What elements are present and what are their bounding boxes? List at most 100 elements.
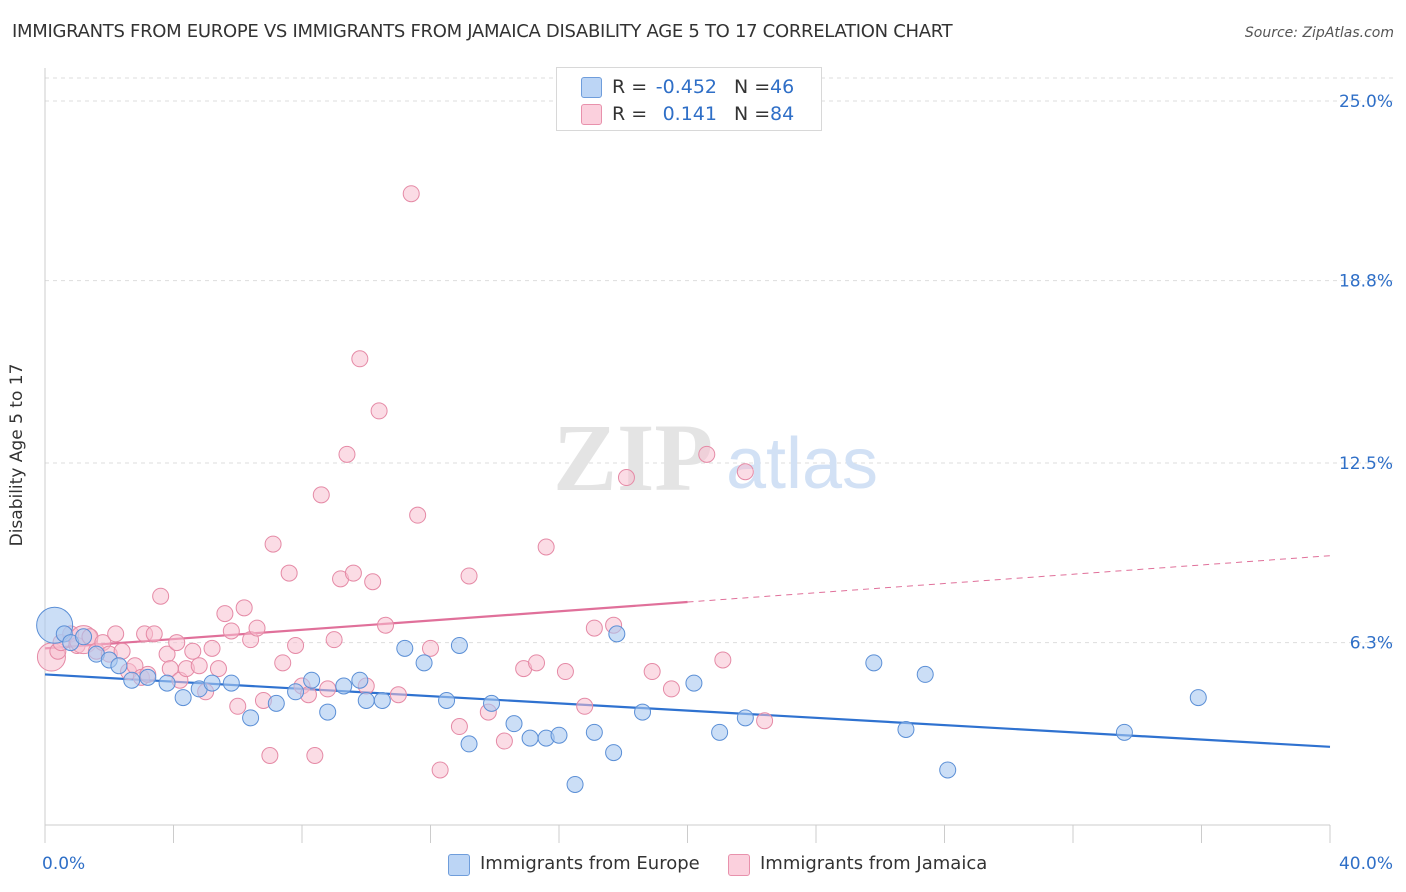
r-value: -0.452: [655, 76, 717, 98]
point-europe: [483, 694, 501, 712]
x-tick-label: 0.0%: [42, 854, 85, 874]
point-europe: [1189, 689, 1207, 707]
point-europe: [634, 703, 652, 721]
point-europe: [242, 709, 260, 727]
chart-title: IMMIGRANTS FROM EUROPE VS IMMIGRANTS FRO…: [12, 21, 953, 42]
point-europe: [335, 677, 353, 695]
point-jamaica: [344, 564, 362, 582]
n-label: N =: [734, 103, 771, 125]
point-jamaica: [190, 657, 208, 675]
point-europe: [566, 775, 584, 793]
point-jamaica: [576, 697, 594, 715]
point-jamaica: [152, 587, 170, 605]
point-europe: [939, 761, 957, 779]
point-jamaica: [229, 697, 247, 715]
point-jamaica: [495, 732, 513, 750]
n-value: 46: [770, 76, 795, 98]
point-jamaica: [145, 625, 163, 643]
point-europe: [505, 715, 523, 733]
point-europe: [608, 625, 626, 643]
point-jamaica: [248, 619, 266, 637]
trend-line-europe: [44, 673, 1331, 748]
point-europe: [916, 665, 934, 683]
point-jamaica: [422, 639, 439, 657]
point-jamaica: [264, 535, 282, 553]
point-jamaica: [698, 445, 716, 463]
point-europe: [287, 683, 305, 701]
point-jamaica: [216, 605, 234, 623]
point-europe: [139, 668, 157, 686]
point-jamaica: [528, 654, 546, 672]
point-jamaica: [662, 680, 680, 698]
trend-europe: [44, 673, 1331, 748]
axes: [44, 68, 1331, 843]
point-jamaica: [402, 185, 420, 203]
point-europe: [450, 636, 468, 654]
y-tick-label: 6.3%: [1350, 634, 1393, 654]
point-jamaica: [537, 538, 555, 556]
x-tick-labels: 0.0% 40.0%: [42, 854, 1393, 874]
point-jamaica: [222, 622, 240, 640]
point-jamaica: [643, 663, 661, 681]
point-jamaica: [235, 599, 253, 617]
point-europe: [865, 654, 883, 672]
point-jamaica: [168, 634, 186, 652]
point-europe: [438, 691, 456, 709]
point-jamaica: [325, 631, 343, 649]
point-europe: [897, 720, 915, 738]
y-tick-label: 25.0%: [1339, 92, 1393, 112]
y-axis-label: Disability Age 5 to 17: [7, 363, 27, 547]
point-europe: [396, 639, 414, 657]
trend-jamaica-dashed: [687, 555, 1331, 603]
n-label: N =: [734, 76, 771, 98]
legend-label: Immigrants from Jamaica: [760, 853, 988, 874]
point-europe: [351, 671, 369, 689]
point-europe: [174, 689, 192, 707]
point-jamaica: [364, 573, 382, 591]
watermark-atlas: atlas: [726, 424, 878, 504]
point-jamaica: [377, 616, 395, 634]
point-jamaica: [756, 712, 774, 730]
point-europe: [267, 694, 285, 712]
point-europe: [158, 674, 176, 692]
point-jamaica: [450, 718, 468, 736]
point-europe: [110, 657, 128, 675]
point-jamaica: [370, 402, 388, 420]
n-value: 84: [770, 103, 795, 125]
jamaica-swatch: [581, 104, 602, 125]
point-europe: [203, 674, 221, 692]
point-europe: [521, 729, 539, 747]
point-europe: [319, 703, 337, 721]
correlation-legend: R = -0.452 N = 46 R = 0.141 N = 84: [556, 67, 822, 131]
point-jamaica: [209, 660, 227, 678]
point-jamaica: [389, 686, 407, 704]
point-jamaica: [338, 445, 356, 463]
point-jamaica: [319, 680, 337, 698]
point-jamaica: [287, 636, 305, 654]
grid-lines: [45, 77, 1393, 644]
r-value: 0.141: [662, 103, 717, 125]
point-europe: [357, 691, 375, 709]
point-jamaica: [585, 619, 603, 637]
watermark: ZIP atlas: [553, 404, 878, 511]
point-europe: [711, 723, 729, 741]
point-europe: [550, 726, 568, 744]
point-jamaica: [736, 463, 754, 481]
point-jamaica: [274, 654, 292, 672]
point-europe: [373, 691, 391, 709]
point-europe: [303, 671, 321, 689]
point-jamaica: [261, 747, 279, 765]
point-europe: [123, 671, 141, 689]
r-label: R =: [612, 103, 648, 125]
point-jamaica: [617, 469, 635, 487]
europe-swatch: [448, 854, 470, 876]
point-europe: [222, 674, 240, 692]
x-tick-label: 40.0%: [1339, 854, 1393, 874]
point-europe: [75, 628, 93, 646]
europe-swatch: [581, 77, 602, 98]
point-jamaica: [409, 506, 427, 524]
point-europe: [415, 654, 433, 672]
point-europe: [460, 735, 478, 753]
point-jamaica: [556, 663, 574, 681]
